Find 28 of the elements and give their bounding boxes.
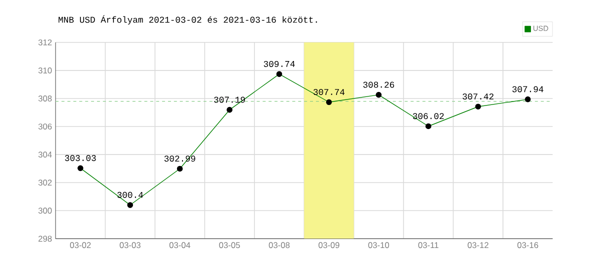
chart-title: MNB USD Árfolyam 2021-03-02 és 2021-03-16 között.	[58, 15, 317, 24]
x-tick-label: 03-10	[368, 242, 390, 248]
data-label: 307.19	[214, 96, 245, 103]
y-tick-label: 306	[38, 123, 52, 130]
x-tick-label: 03-04	[169, 242, 190, 248]
y-tick-label: 312	[38, 39, 52, 46]
data-label: 308.26	[363, 82, 394, 88]
y-tick-label: 300	[38, 208, 52, 214]
data-label: 307.42	[462, 93, 494, 100]
data-label: 307.94	[512, 86, 544, 92]
data-label: 307.74	[314, 88, 344, 95]
x-tick-label: 03-09	[318, 242, 340, 248]
x-tick-label: 03-02	[70, 242, 91, 248]
y-tick-label: 310	[38, 67, 52, 74]
data-label: 300.4	[117, 192, 143, 198]
data-label: 306.02	[412, 112, 444, 120]
x-tick-label: 03-08	[268, 242, 290, 248]
x-tick-label: 03-03	[120, 242, 140, 248]
y-tick-label: 308	[38, 95, 52, 102]
data-label: 303.03	[65, 154, 96, 161]
data-label: 309.74	[264, 60, 295, 67]
x-tick-label: 03-16	[517, 242, 538, 248]
y-tick-label: 304	[38, 151, 52, 158]
x-tick-label: 03-05	[219, 242, 240, 248]
x-tick-label: 03-11	[418, 242, 438, 248]
y-tick-label: 298	[38, 236, 52, 242]
x-tick-label: 03-12	[468, 242, 488, 248]
y-tick-label: 302	[38, 180, 52, 186]
